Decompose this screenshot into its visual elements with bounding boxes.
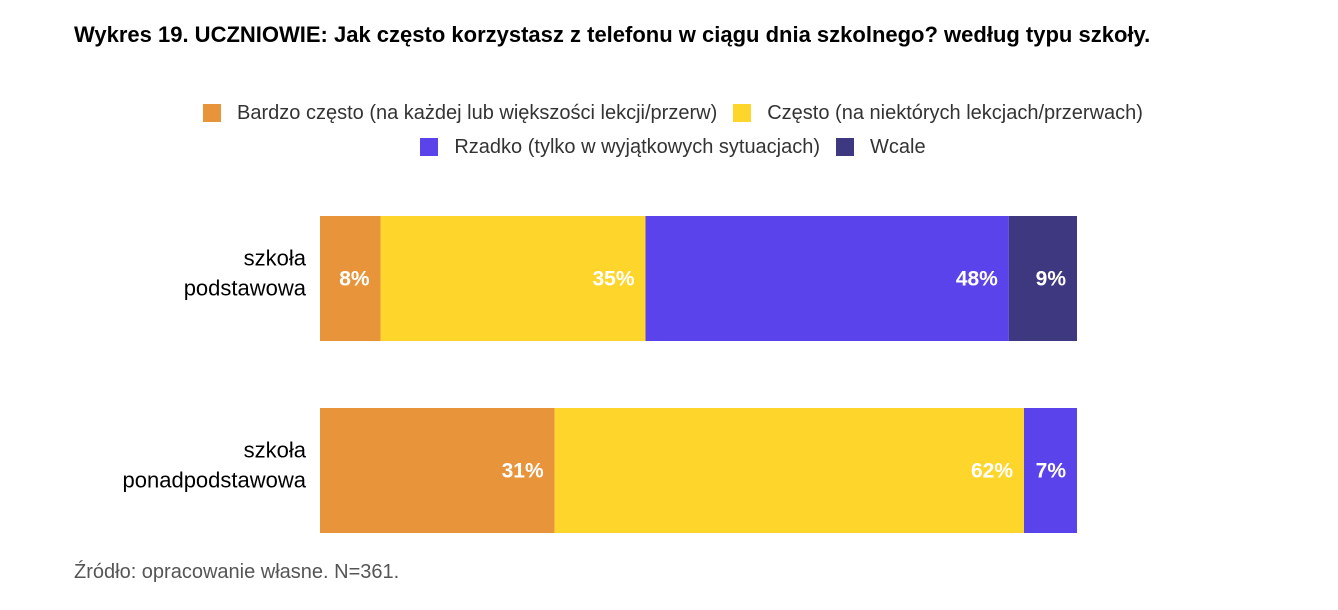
data-label-1-bardzo-czesto: 8%: [339, 268, 370, 291]
bar-segment-2-rzadko: [1024, 408, 1077, 533]
legend-swatch-rzadko: [420, 138, 439, 156]
legend-item-rzadko: Rzadko (tylko w wyjątkowych sytuacjach): [420, 136, 820, 159]
legend-row-2: Rzadko (tylko w wyjątkowych sytuacjach) …: [0, 134, 1338, 160]
data-label-2-rzadko: 7%: [1036, 460, 1067, 483]
data-label-1-czesto: 35%: [592, 268, 634, 291]
data-label-1-wcale: 9%: [1036, 268, 1067, 291]
data-label-2-bardzo-czesto: 31%: [502, 460, 544, 483]
bar-segment-2-bardzo-czesto: [320, 408, 555, 533]
legend-swatch-bardzo-czesto: [203, 104, 222, 122]
data-label-2-czesto: 62%: [971, 460, 1013, 483]
chart-title: Wykres 19. UCZNIOWIE: Jak często korzyst…: [74, 22, 1151, 47]
legend-swatch-wcale: [836, 138, 855, 156]
category-label-2: szkoła ponadpodstawowa: [123, 438, 307, 493]
legend-item-czesto: Często (na niektórych lekcjach/przerwach…: [733, 102, 1143, 125]
source-note: Źródło: opracowanie własne. N=361.: [74, 561, 400, 583]
bar-segment-1-bardzo-czesto: [320, 216, 381, 341]
legend-row-1: Bardzo często (na każdej lub większości …: [0, 100, 1338, 126]
legend-label-czesto: Często (na niektórych lekcjach/przerwach…: [767, 101, 1143, 124]
legend-item-wcale: Wcale: [836, 136, 926, 159]
data-label-1-rzadko: 48%: [956, 268, 998, 291]
bar-segment-1-czesto: [380, 216, 646, 341]
legend-label-rzadko: Rzadko (tylko w wyjątkowych sytuacjach): [454, 135, 821, 158]
legend-label-bardzo-czesto: Bardzo często (na każdej lub większości …: [237, 101, 718, 124]
legend-swatch-czesto: [733, 104, 752, 122]
bar-segment-1-rzadko: [645, 216, 1009, 341]
category-label-1: szkoła podstawowa: [184, 246, 307, 301]
bar-segment-2-czesto: [554, 408, 1025, 533]
legend-label-wcale: Wcale: [870, 135, 926, 158]
legend-item-bardzo-czesto: Bardzo często (na każdej lub większości …: [203, 102, 717, 125]
bar-segment-1-wcale: [1008, 216, 1077, 341]
